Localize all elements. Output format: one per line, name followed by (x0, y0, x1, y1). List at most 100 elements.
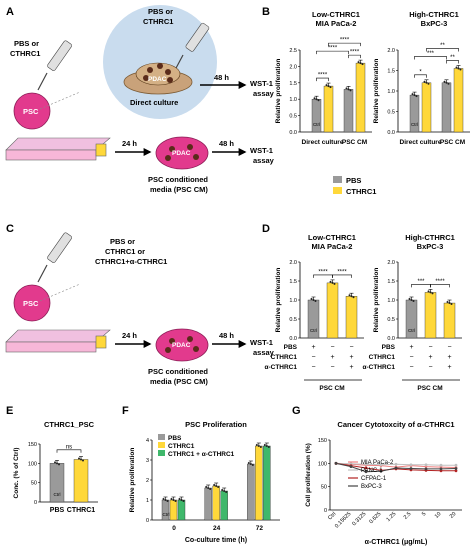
y-tick-label: 0 (324, 508, 327, 514)
ctrl-label: Ctrl (313, 122, 320, 127)
data-point (412, 300, 415, 302)
c-ct: CTHRC1 or (105, 247, 145, 256)
significance-label: ** (450, 55, 455, 61)
sign-label: − (409, 364, 413, 371)
data-point (413, 94, 416, 97)
data-point (247, 462, 250, 464)
x-tick-label: CTHRC1 (67, 507, 95, 514)
a-media-2: media (PSC CM) (150, 185, 208, 194)
ctrl-label: Ctrl (310, 328, 317, 333)
y-tick-label: 1.0 (289, 298, 297, 304)
y-tick-label: 2.0 (289, 64, 297, 70)
panel-letter-d: D (262, 223, 270, 235)
y-axis-label: Relative proliferation (129, 448, 136, 513)
data-point (439, 467, 443, 471)
data-point (425, 81, 428, 84)
data-point (409, 463, 413, 467)
a-wst1-bot: WST-1 (250, 146, 273, 155)
bar (177, 499, 186, 521)
significance-label: **** (318, 269, 328, 275)
data-point (431, 292, 434, 295)
significance-label: ns (66, 444, 72, 450)
y-tick-label: 4 (146, 438, 149, 444)
panel-a: A PBS or CTHRC1 PDAC Direct culture 48 h… (5, 5, 275, 194)
y-tick-label: 0.5 (387, 110, 395, 116)
sign-label: − (428, 344, 432, 351)
panel-letter-a: A (6, 6, 14, 18)
sign-label: + (349, 354, 353, 361)
chart-subtitle: MIA PaCa-2 (312, 242, 353, 251)
chart-subtitle: BxPC-3 (421, 19, 448, 28)
significance-bracket (414, 56, 447, 60)
data-point (331, 281, 334, 284)
data-point (454, 467, 458, 470)
significance-bracket (316, 50, 349, 55)
bar (73, 459, 89, 503)
x-tick-label: 5 (421, 511, 427, 517)
data-point (446, 301, 449, 304)
y-axis-label: Conc. (% of Ctrl) (13, 448, 20, 499)
data-point (257, 445, 260, 447)
chart-title: High-CTHRC1 (409, 10, 459, 19)
data-point (427, 82, 430, 85)
y-tick-label: 50 (31, 481, 37, 487)
bar-pbs (441, 82, 452, 133)
y-tick-label: 100 (28, 461, 37, 467)
a-pbs-left-1: PBS or (14, 39, 39, 48)
data-point (207, 487, 210, 489)
y-tick-label: 1 (146, 498, 149, 504)
data-point (223, 490, 226, 492)
y-tick-label: 1.5 (289, 81, 297, 87)
ctrl-label: Ctrl (408, 328, 415, 333)
significance-label: **** (340, 38, 350, 44)
chart-title: CTHRC1_PSC (44, 420, 95, 429)
bar (255, 445, 263, 521)
data-point (411, 93, 414, 96)
y-tick-label: 100 (318, 461, 327, 467)
bar (212, 485, 220, 521)
bar (220, 490, 228, 521)
c-psc-label: PSC (23, 299, 39, 308)
data-point (162, 498, 165, 500)
data-point (249, 463, 252, 465)
data-point (215, 485, 218, 487)
sign-label: − (330, 364, 334, 371)
data-point (348, 294, 351, 297)
pdac-psc-dish-icon (155, 136, 209, 170)
legend-label: PBS (346, 176, 361, 185)
legend-label: PBS (168, 435, 182, 442)
a-assay-bot: assay (253, 156, 275, 165)
y-tick-label: 0.0 (387, 130, 395, 136)
c-media-2: media (PSC CM) (150, 377, 208, 386)
y-tick-label: 2.5 (289, 48, 297, 54)
legend-swatch (158, 434, 165, 440)
psc-cell-icon (13, 284, 51, 322)
a-pdac2-label: PDAC (172, 150, 191, 157)
data-point (423, 80, 426, 83)
chart-title: High-CTHRC1 (405, 233, 455, 242)
sign-label: − (447, 344, 451, 351)
a-wst1-top: WST-1 (250, 79, 273, 88)
y-tick-label: 0.0 (289, 336, 297, 342)
data-point (455, 66, 458, 69)
data-point (54, 461, 56, 464)
a-pbs-left-2: CTHRC1 (10, 49, 40, 58)
data-point (379, 463, 383, 467)
a-psc-label: PSC (23, 107, 39, 116)
data-point (429, 291, 432, 294)
y-tick-label: 1.0 (289, 97, 297, 103)
y-tick-label: 2.0 (289, 260, 297, 266)
data-point (267, 446, 270, 448)
significance-label: **** (318, 73, 328, 79)
chart-subtitle: BxPC-3 (417, 242, 444, 251)
culture-dish-bg (103, 5, 217, 119)
x-tick-label: 24 (213, 525, 221, 532)
data-point (174, 500, 177, 502)
legend-swatch (333, 176, 342, 183)
significance-label: *** (427, 51, 435, 57)
data-point (349, 465, 353, 468)
data-point (333, 282, 336, 285)
y-axis-label: Cell proliferation (%) (305, 443, 312, 507)
bar (326, 282, 339, 339)
